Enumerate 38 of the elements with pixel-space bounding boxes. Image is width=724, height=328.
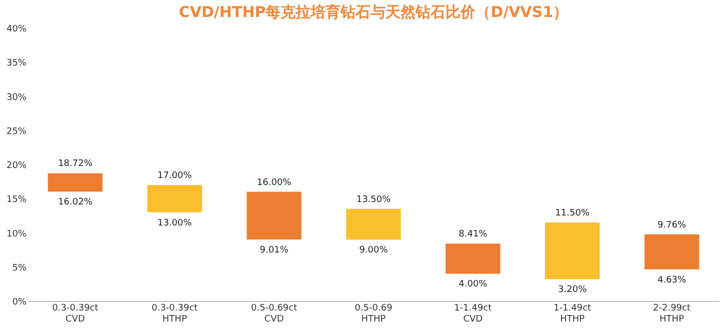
bar (644, 234, 700, 270)
x-tick-label: 0.3-0.39ct CVD (52, 304, 99, 324)
annotation: 8.41% (458, 230, 488, 240)
x-tick-label: 1-1.49ct HTHP (554, 304, 592, 324)
x-tick-label: 0.5-0.69ct CVD (251, 304, 298, 324)
bar (346, 208, 401, 240)
chart-title: CVD/HTHP每克拉培育钻石与天然钻石比价（D/VVS1） (178, 3, 568, 21)
bar (147, 184, 202, 212)
y-tick-label: 15% (6, 195, 27, 206)
annotation: 11.50% (555, 208, 590, 219)
annotation: 9.00% (359, 246, 388, 256)
annotation: 13.50% (356, 194, 392, 205)
y-tick-label: 20% (6, 161, 27, 171)
annotation: 9.76% (657, 220, 687, 230)
y-tick-label: 30% (6, 92, 27, 103)
y-tick-label: 5% (12, 263, 27, 274)
annotation: 4.00% (458, 280, 488, 290)
x-tick-label: 0.3-0.39ct HTHP (152, 304, 198, 324)
x-tick-label: 1-1.49ct CVD (454, 304, 492, 324)
annotation: 16.00% (256, 178, 292, 188)
annotation: 17.00% (157, 170, 192, 181)
annotation: 16.02% (58, 198, 93, 208)
annotation: 13.00% (157, 218, 192, 228)
y-tick-label: 10% (6, 229, 27, 240)
bar (446, 244, 500, 274)
x-tick-label: 0.5-0.69 HTHP (354, 304, 393, 324)
y-tick-label: 25% (6, 126, 27, 137)
y-tick-label: 0% (12, 298, 27, 308)
y-tick-label: 35% (6, 58, 27, 69)
bar (246, 192, 302, 240)
x-tick-label: 2-2.99ct HTHP (653, 304, 691, 324)
annotation: 3.20% (558, 285, 588, 296)
y-tick-label: 40% (6, 24, 27, 34)
bar (545, 222, 600, 280)
annotation: 4.63% (657, 275, 687, 286)
annotation: 9.01% (260, 246, 289, 256)
bar (48, 173, 103, 192)
annotation: 18.72% (58, 159, 93, 170)
